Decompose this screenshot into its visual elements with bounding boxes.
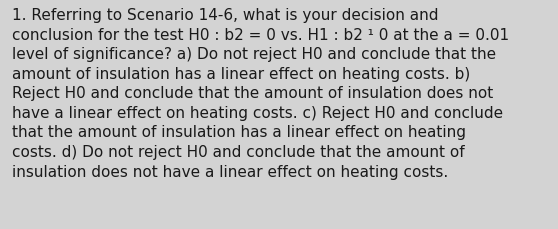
Text: 1. Referring to Scenario 14-6, what is your decision and
conclusion for the test: 1. Referring to Scenario 14-6, what is y… [12,8,509,179]
